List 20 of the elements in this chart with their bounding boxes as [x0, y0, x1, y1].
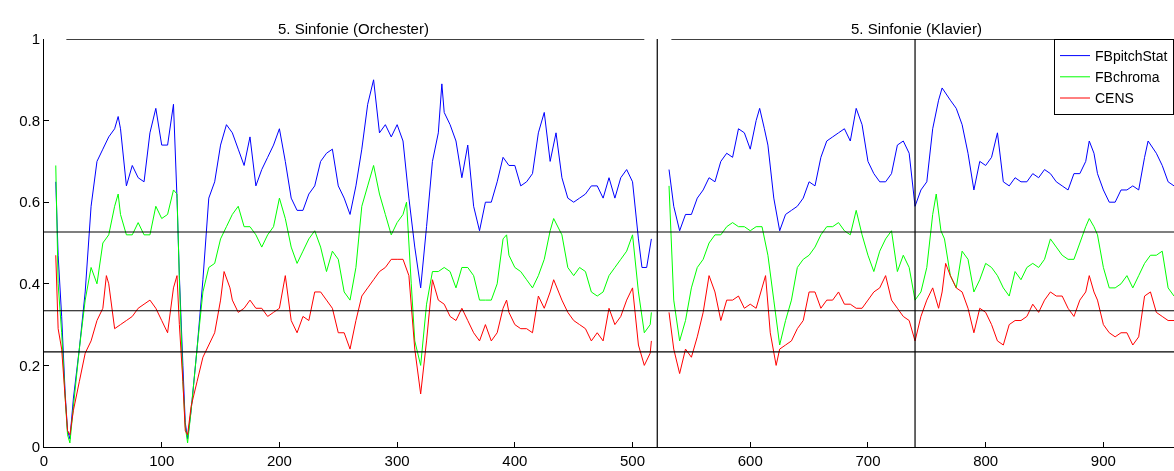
y-tick-label: 0.2: [19, 356, 40, 374]
annotation: 5. Sinfonie (Orchester): [278, 20, 429, 37]
x-tick-label: 300: [384, 452, 410, 469]
y-tick-label: 0.8: [19, 111, 40, 129]
x-tick-label: 600: [737, 452, 763, 469]
y-tick-label: 0.4: [19, 275, 40, 293]
x-tick-label: 900: [1090, 452, 1116, 469]
y-tick-label: 0: [31, 438, 40, 456]
x-tick-label: 100: [149, 452, 175, 469]
x-tick-label: 500: [620, 452, 646, 469]
y-tick-label: 1: [31, 30, 40, 48]
x-tick-label: 800: [973, 452, 999, 469]
x-tick-label: 200: [266, 452, 292, 469]
x-tick-label: 700: [855, 452, 881, 469]
legend-label: FBpitchStat: [1095, 48, 1168, 65]
annotation: 5. Sinfonie (Klavier): [851, 20, 982, 37]
legend-label: FBchroma: [1095, 69, 1160, 86]
y-tick-label: 0.6: [19, 193, 40, 211]
x-tick-label: 400: [502, 452, 528, 469]
legend-label: CENS: [1095, 90, 1134, 107]
